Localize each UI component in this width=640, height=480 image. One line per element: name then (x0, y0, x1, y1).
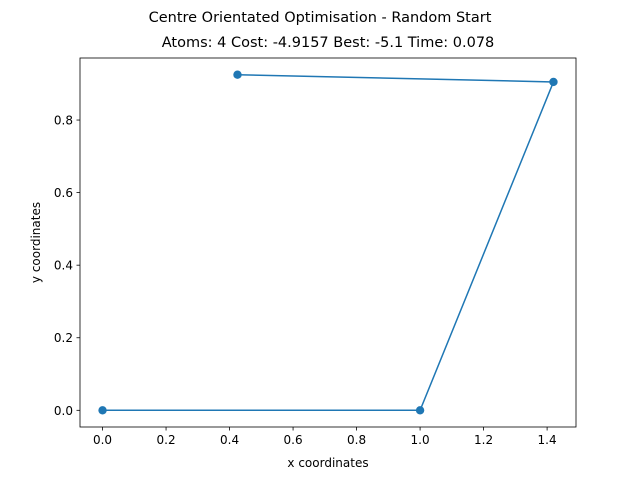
y-tick-label: 0.2 (54, 331, 73, 345)
x-tick-label: 1.4 (538, 433, 557, 447)
data-point (98, 406, 107, 415)
series-line (102, 73, 555, 412)
y-tick-label: 0.8 (54, 114, 73, 128)
x-tick-label: 0.6 (284, 433, 303, 447)
y-tick-label: 0.4 (54, 259, 73, 273)
x-tick-label: 0.0 (93, 433, 112, 447)
data-point (415, 406, 425, 415)
x-axis-ticks: 0.0 0.2 0.4 0.6 0.8 1.0 1.2 1.4 (93, 427, 557, 447)
x-tick-label: 0.4 (220, 433, 239, 447)
data-point (233, 70, 242, 79)
chart-subtitle: Atoms: 4 Cost: -4.9157 Best: -5.1 Time: … (162, 35, 495, 51)
data-point (549, 77, 558, 87)
plot-background (80, 58, 576, 427)
y-tick-label: 0.0 (54, 404, 73, 418)
x-axis-label: x coordinates (287, 456, 368, 470)
y-axis-ticks: 0.0 0.2 0.4 0.6 0.8 (54, 114, 80, 418)
series-layer (98, 70, 558, 415)
x-tick-label: 0.2 (157, 433, 176, 447)
x-tick-label: 1.2 (474, 433, 493, 447)
x-tick-label: 1.0 (411, 433, 430, 447)
y-tick-label: 0.6 (54, 186, 73, 200)
y-axis-label: y coordinates (29, 202, 43, 283)
plot-frame (79, 57, 577, 428)
x-tick-label: 0.8 (347, 433, 366, 447)
plot-area: 0.0 0.2 0.4 0.6 0.8 1.0 1.2 1.4 0.0 0.2 0.4 0.6 0.8 (54, 57, 577, 447)
chart-title: Centre Orientated Optimisation - Random … (149, 10, 492, 26)
